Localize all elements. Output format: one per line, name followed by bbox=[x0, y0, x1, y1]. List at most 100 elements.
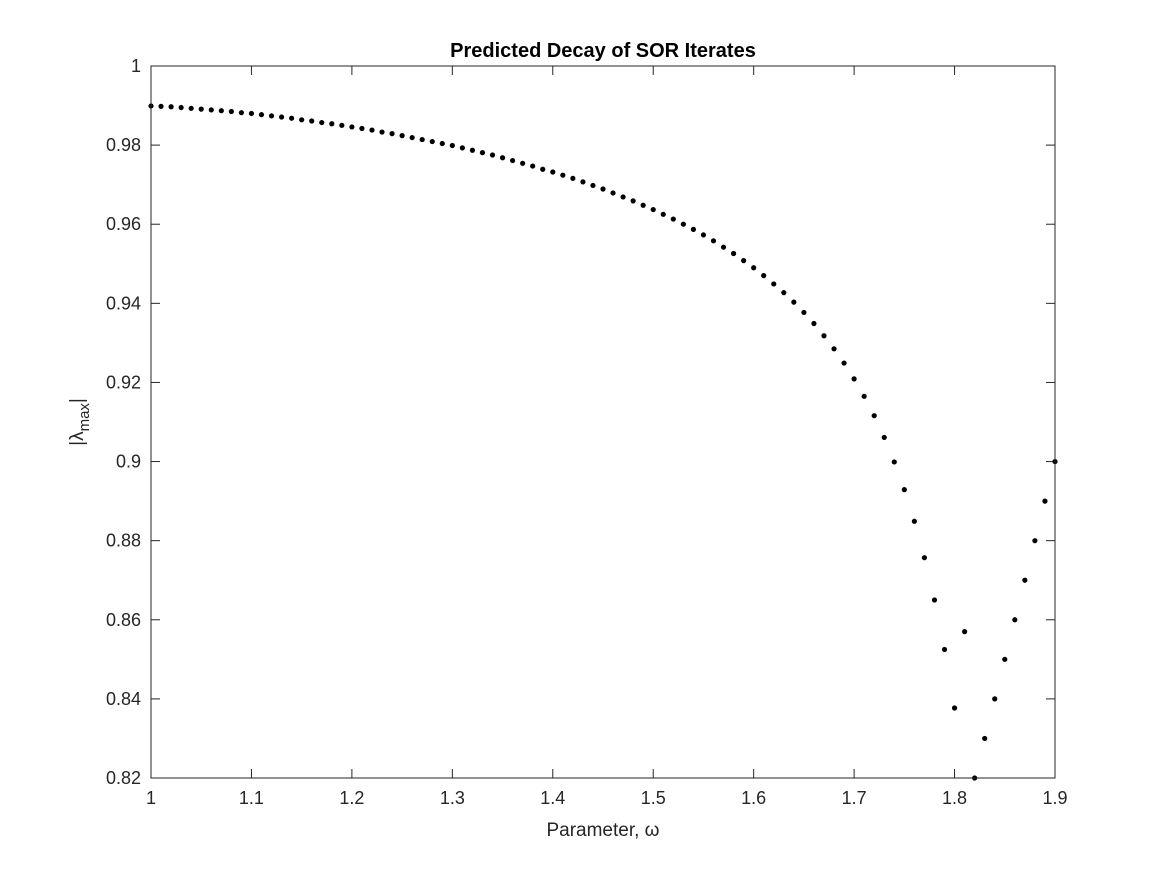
data-point bbox=[520, 160, 526, 166]
data-point bbox=[278, 114, 285, 120]
y-tick-label: 0.9 bbox=[116, 452, 141, 472]
chart-title: Predicted Decay of SOR Iterates bbox=[450, 40, 756, 62]
data-point bbox=[238, 110, 244, 116]
data-point bbox=[339, 122, 345, 128]
data-point bbox=[871, 413, 877, 419]
data-point bbox=[1042, 498, 1048, 504]
data-points bbox=[148, 103, 1058, 781]
data-point bbox=[580, 179, 586, 185]
data-point bbox=[530, 163, 536, 169]
data-point bbox=[489, 152, 496, 158]
data-point bbox=[891, 459, 897, 465]
data-point bbox=[369, 127, 375, 133]
x-tick-label: 1.7 bbox=[842, 788, 867, 808]
y-tick-labels: 0.82 0.84 0.86 0.88 0.9 0.92 0.94 0.96 0.98 1 bbox=[106, 56, 141, 788]
data-point bbox=[218, 108, 224, 114]
data-point bbox=[620, 194, 626, 200]
data-point bbox=[198, 106, 204, 112]
data-point bbox=[851, 376, 857, 382]
data-point bbox=[419, 136, 425, 143]
data-point bbox=[1002, 656, 1008, 662]
data-point bbox=[951, 705, 958, 711]
data-point bbox=[841, 360, 847, 366]
plot-area bbox=[151, 66, 1055, 778]
data-point bbox=[178, 104, 184, 111]
x-tick-label: 1.8 bbox=[942, 788, 967, 808]
y-tick-label: 0.94 bbox=[106, 293, 141, 313]
data-point bbox=[992, 696, 998, 702]
data-point bbox=[248, 110, 255, 117]
data-point bbox=[550, 169, 556, 175]
data-point bbox=[570, 175, 576, 181]
data-point bbox=[670, 216, 676, 222]
data-point bbox=[379, 129, 385, 135]
x-tick-label: 1.4 bbox=[540, 788, 565, 808]
y-tick-label: 0.86 bbox=[106, 610, 141, 630]
y-tick-label: 0.88 bbox=[106, 531, 141, 551]
data-point bbox=[781, 290, 787, 296]
data-point bbox=[268, 113, 275, 119]
data-point bbox=[158, 103, 164, 109]
x-tick-label: 1.1 bbox=[239, 788, 264, 808]
data-point bbox=[821, 333, 827, 339]
data-point bbox=[650, 206, 656, 213]
data-point bbox=[811, 320, 817, 327]
data-point bbox=[801, 309, 807, 316]
data-point bbox=[610, 190, 616, 196]
data-point bbox=[962, 629, 968, 635]
data-point bbox=[168, 104, 174, 110]
y-axis-label-close: | bbox=[67, 398, 88, 403]
data-point bbox=[299, 117, 305, 123]
data-point bbox=[831, 346, 837, 352]
data-point bbox=[319, 119, 325, 126]
data-point bbox=[761, 273, 767, 279]
data-point bbox=[389, 131, 395, 137]
y-tick-label: 0.96 bbox=[106, 214, 141, 234]
y-tick-label: 0.92 bbox=[106, 372, 141, 392]
x-axis-label: Parameter, ω bbox=[546, 820, 659, 841]
y-tick-label: 0.82 bbox=[106, 768, 141, 788]
data-point bbox=[1012, 617, 1018, 623]
data-point bbox=[479, 150, 486, 156]
y-axis-label: |λmax| bbox=[67, 398, 93, 446]
data-point bbox=[188, 105, 194, 111]
plot-frame bbox=[150, 65, 1056, 779]
data-point bbox=[771, 281, 777, 287]
data-point bbox=[710, 238, 717, 244]
data-point bbox=[449, 142, 455, 149]
data-point bbox=[208, 107, 214, 113]
data-point bbox=[730, 250, 737, 257]
data-point bbox=[439, 140, 445, 147]
data-point bbox=[459, 145, 465, 151]
data-point bbox=[409, 134, 415, 141]
data-point bbox=[690, 226, 697, 232]
data-point bbox=[911, 518, 917, 524]
y-axis-label-subscript: max bbox=[76, 403, 93, 432]
data-point bbox=[1022, 577, 1028, 583]
data-point bbox=[600, 186, 606, 192]
data-point bbox=[630, 198, 636, 204]
data-point bbox=[540, 166, 546, 172]
data-point bbox=[469, 147, 476, 153]
data-point bbox=[509, 157, 516, 164]
x-tick-label: 1.3 bbox=[440, 788, 465, 808]
data-point bbox=[751, 265, 757, 271]
data-point bbox=[359, 125, 365, 132]
data-point bbox=[741, 258, 747, 264]
data-point bbox=[499, 155, 506, 161]
data-point bbox=[931, 597, 938, 603]
data-point bbox=[640, 202, 646, 208]
data-point bbox=[309, 118, 315, 124]
y-tick-label: 0.84 bbox=[106, 689, 141, 709]
data-point bbox=[349, 124, 355, 130]
data-point bbox=[399, 133, 405, 139]
x-tick-labels: 1 1.1 1.2 1.3 1.4 1.5 1.6 1.7 1.8 1.9 bbox=[146, 788, 1068, 808]
data-point bbox=[228, 108, 234, 115]
x-tick-label: 1.2 bbox=[339, 788, 364, 808]
data-point bbox=[590, 182, 596, 189]
data-point bbox=[881, 434, 887, 441]
data-point bbox=[700, 232, 707, 238]
x-tick-label: 1.9 bbox=[1042, 788, 1067, 808]
data-point bbox=[791, 299, 797, 305]
